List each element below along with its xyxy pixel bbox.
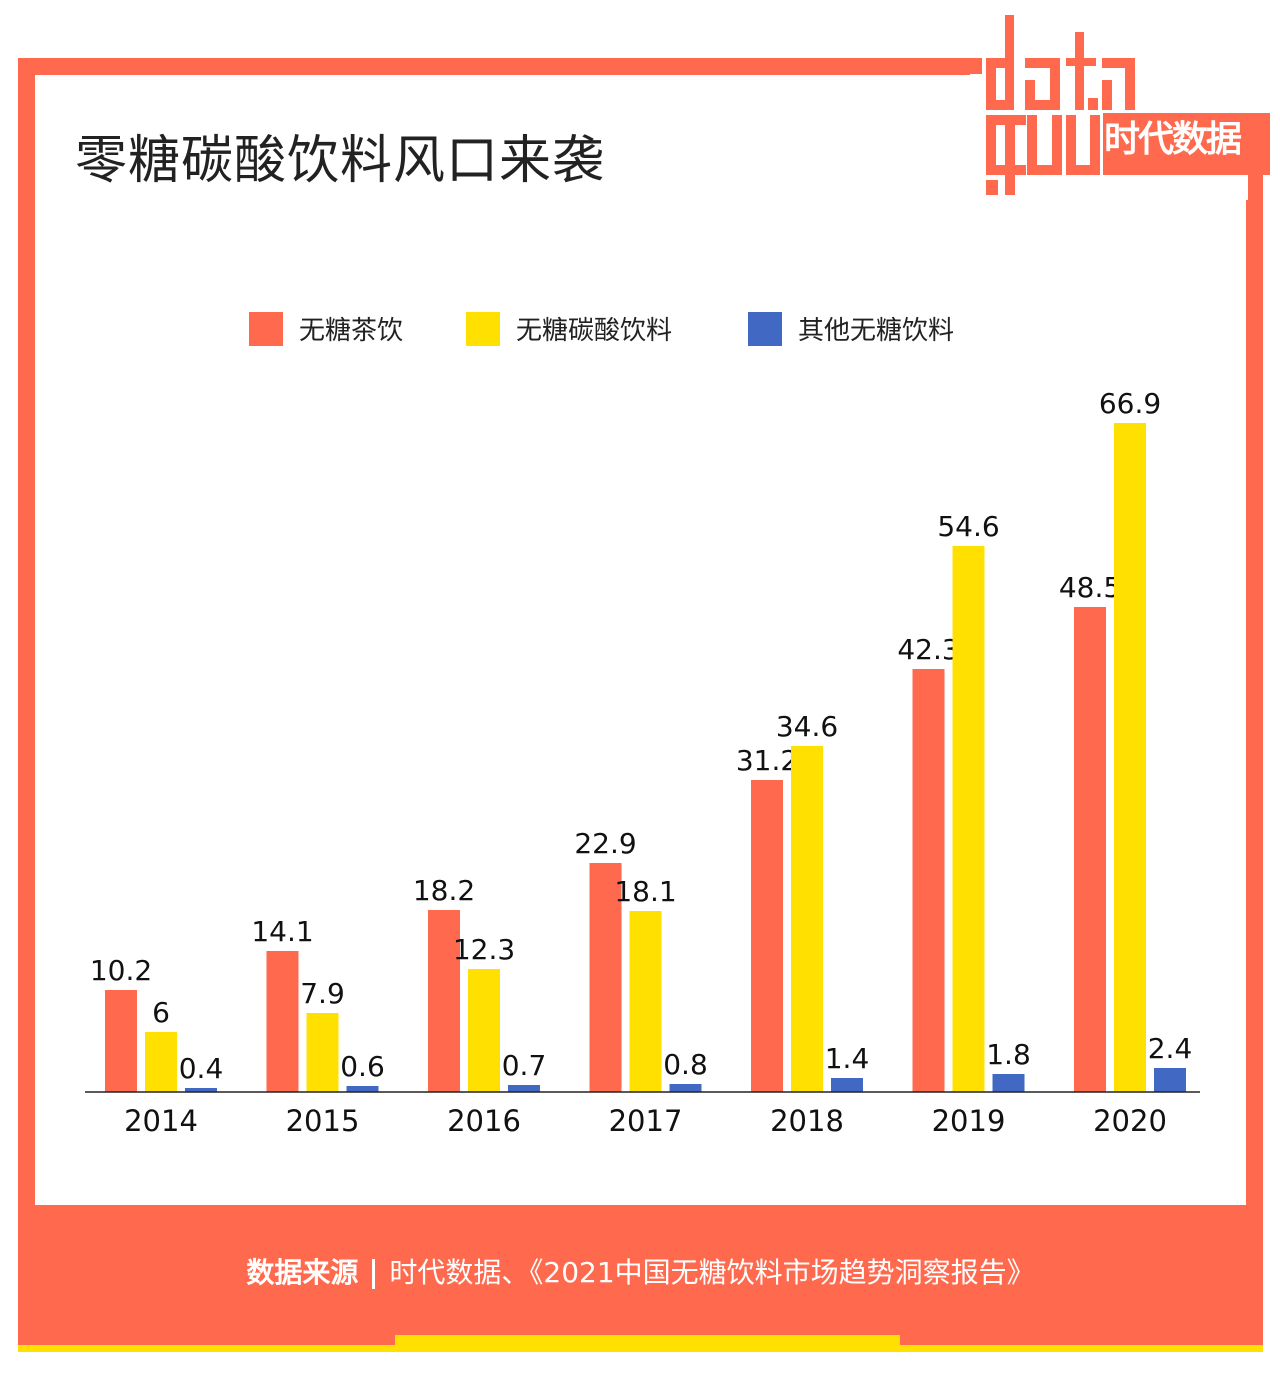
legend-label: 无糖茶饮 <box>299 316 404 346</box>
data-label: 42.3 <box>897 633 959 666</box>
chart-legend: 无糖茶饮 无糖碳酸饮料 其他无糖饮料 <box>0 310 1280 346</box>
bar <box>831 1078 863 1092</box>
bar <box>992 1074 1025 1092</box>
data-label: 10.2 <box>90 954 152 987</box>
x-tick-label: 2020 <box>1093 1104 1167 1138</box>
x-tick-label: 2014 <box>124 1104 198 1138</box>
data-label: 2.4 <box>1148 1032 1193 1065</box>
bar <box>346 1086 379 1092</box>
data-label: 6 <box>152 996 170 1029</box>
bar <box>669 1084 702 1092</box>
x-tick-label: 2016 <box>447 1104 521 1138</box>
bar <box>751 780 783 1092</box>
data-label: 18.2 <box>413 874 475 907</box>
bar <box>468 969 500 1092</box>
bar <box>912 669 945 1092</box>
bar <box>1154 1068 1186 1092</box>
data-label: 7.9 <box>300 977 345 1010</box>
bar <box>791 746 823 1092</box>
bar <box>508 1085 540 1092</box>
bar <box>952 546 985 1092</box>
data-label: 54.6 <box>937 510 999 543</box>
data-label: 1.4 <box>825 1042 870 1075</box>
source-label: 数据来源 <box>246 1256 359 1289</box>
bar <box>428 910 460 1092</box>
data-label: 48.5 <box>1059 571 1121 604</box>
legend-item-tea: 无糖茶饮 <box>249 310 403 347</box>
datagou-logo <box>970 15 1270 200</box>
source-text: 时代数据、《2021中国无糖饮料市场趋势洞察报告》 <box>389 1256 1035 1289</box>
page-title: 零糖碳酸饮料风口来袭 <box>75 131 606 191</box>
data-label: 18.1 <box>614 875 676 908</box>
data-label: 31.2 <box>736 744 798 777</box>
bar <box>629 911 662 1092</box>
bar <box>145 1032 177 1092</box>
legend-swatch <box>748 311 782 346</box>
bottom-stripe <box>18 1345 1263 1352</box>
x-tick-label: 2019 <box>932 1104 1006 1138</box>
legend-swatch <box>466 311 500 346</box>
legend-swatch <box>249 311 283 346</box>
legend-item-carbonated: 无糖碳酸饮料 <box>466 310 672 347</box>
data-label: 0.8 <box>663 1048 708 1081</box>
data-label: 0.4 <box>179 1052 224 1085</box>
bar <box>266 951 299 1092</box>
data-label: 0.6 <box>340 1050 385 1083</box>
bar <box>185 1088 217 1092</box>
x-tick-label: 2018 <box>770 1104 844 1138</box>
data-label: 12.3 <box>453 933 515 966</box>
data-label: 1.8 <box>986 1038 1031 1071</box>
x-tick-label: 2017 <box>609 1104 683 1138</box>
data-label: 0.7 <box>502 1049 547 1082</box>
bar <box>105 990 137 1092</box>
legend-item-other: 其他无糖饮料 <box>748 310 954 347</box>
bottom-stripe-block <box>395 1335 900 1347</box>
source-footer: 数据来源 时代数据、《2021中国无糖饮料市场趋势洞察报告》 <box>18 1245 1263 1301</box>
separator <box>372 1259 376 1289</box>
bar <box>1074 607 1106 1092</box>
legend-label: 无糖碳酸饮料 <box>516 316 673 346</box>
bar <box>589 863 622 1092</box>
logo-subtitle: 时代数据 <box>1104 119 1242 160</box>
legend-label: 其他无糖饮料 <box>798 316 955 346</box>
data-label: 14.1 <box>251 915 313 948</box>
bar <box>306 1013 339 1092</box>
data-label: 22.9 <box>574 827 636 860</box>
data-label: 66.9 <box>1099 387 1161 420</box>
x-tick-label: 2015 <box>286 1104 360 1138</box>
data-label: 34.6 <box>776 710 838 743</box>
bar <box>1114 423 1146 1092</box>
